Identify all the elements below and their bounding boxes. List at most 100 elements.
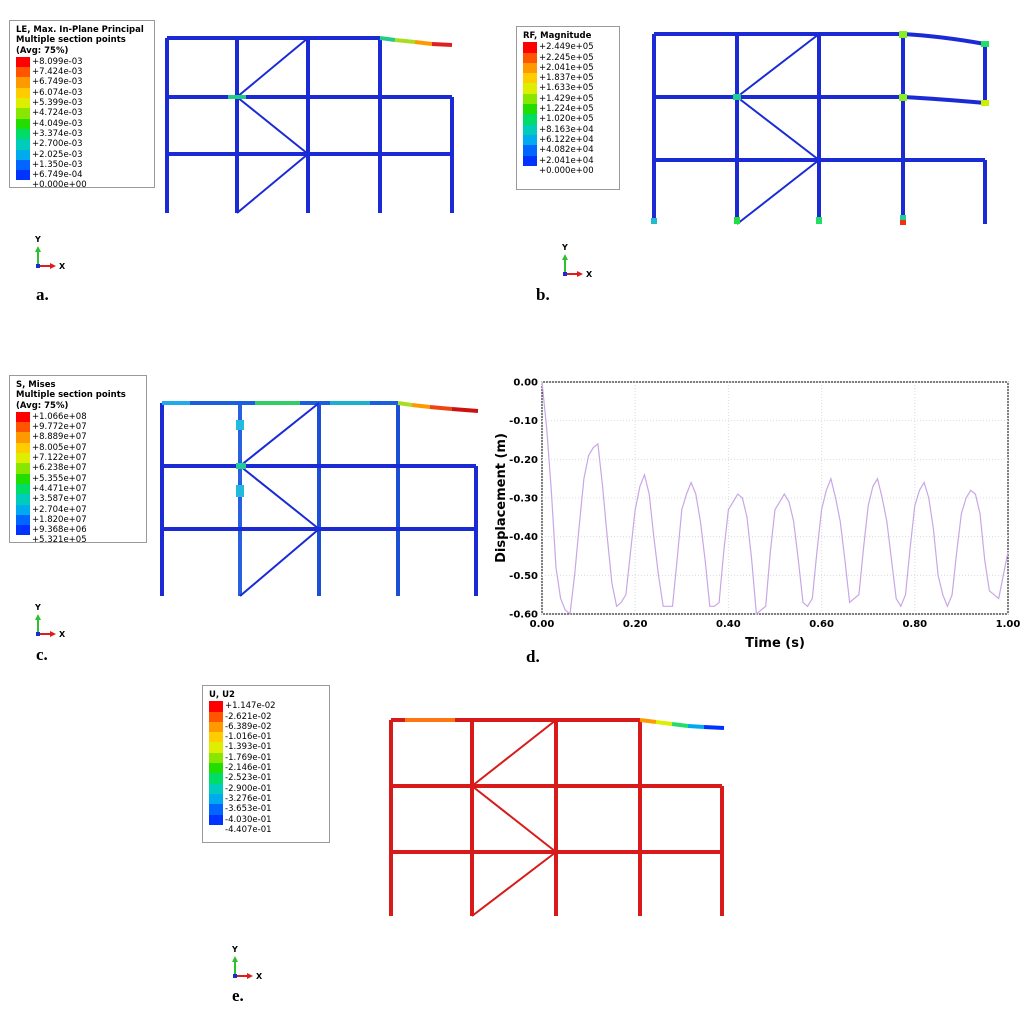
legend-row: +2.449e+05 <box>523 42 613 53</box>
legend-row: +2.700e-03 <box>16 139 148 150</box>
brace <box>236 96 309 155</box>
legend-value: -4.030e-01 <box>225 814 272 825</box>
legend-row: +1.820e+07 <box>16 514 140 526</box>
legend-title-line: LE, Max. In-Plane Principal <box>16 25 144 35</box>
cantilever <box>639 718 725 730</box>
legend-value: +5.399e-03 <box>32 98 83 109</box>
legend-row: +7.424e-03 <box>16 67 148 78</box>
triad-y-label: Y <box>34 603 41 612</box>
legend-row: +1.066e+08 <box>16 411 140 423</box>
legend-swatch <box>209 773 223 784</box>
legend-value: -2.146e-01 <box>225 763 272 774</box>
hot-spot <box>816 217 822 224</box>
braces <box>736 33 820 225</box>
triad-x-label: X <box>256 972 263 981</box>
legend-value: +4.724e-03 <box>32 108 83 119</box>
legend-value: -1.016e-01 <box>225 732 272 743</box>
legend-row: -1.393e-01 <box>209 742 323 753</box>
hot-spot <box>651 218 657 224</box>
legend-value: +2.245e+05 <box>539 52 594 63</box>
legend-swatch <box>209 793 223 805</box>
legend-title-line: (Avg: 75%) <box>16 45 69 56</box>
displacement-chart: 0.00 0.20 0.40 0.60 0.80 1.00 0.00 -0.10 -0.20 -0… <box>494 378 1020 652</box>
legend-value: -1.769e-01 <box>225 752 272 763</box>
legend-row: +3.374e-03 <box>16 128 148 140</box>
hot-spot <box>981 41 989 47</box>
legend-value: +6.749e-04 <box>32 170 83 181</box>
legend-value: +5.355e+07 <box>32 473 87 484</box>
legend-swatch <box>16 87 30 99</box>
legend-row: +6.122e+04 <box>523 134 613 146</box>
legend-value: +2.704e+07 <box>32 504 87 515</box>
legend-title-line: Multiple section points <box>16 35 126 46</box>
panel-label-e: e. <box>232 986 244 1005</box>
x-tick-label: 0.40 <box>716 619 741 630</box>
beam <box>902 95 986 105</box>
brace <box>239 402 320 467</box>
panel-e: U, U2 +1.147e-02 -2.621e-02 -6.389e-02 -1.0… <box>0 680 1024 1013</box>
legend-value: -3.653e-01 <box>225 804 272 815</box>
brace <box>239 528 320 597</box>
brace <box>736 96 820 161</box>
cantilever-seg <box>411 403 431 409</box>
legend-value: +4.082e+04 <box>539 145 594 156</box>
legend-swatch <box>209 783 223 794</box>
legend-row: +1.429e+05 <box>523 93 613 105</box>
legend-row: +4.471e+07 <box>16 483 140 495</box>
legend-swatch <box>16 139 30 150</box>
legend-row: +4.724e-03 <box>16 108 148 119</box>
legend-rows: +8.099e-03 +7.424e-03 +6.749e-03 +6.074e-03… <box>16 56 148 191</box>
legend-row: +6.074e-03 <box>16 87 148 99</box>
triad-y-label: Y <box>561 243 568 252</box>
legend-value: +1.224e+05 <box>539 104 594 115</box>
legend-row: +2.041e+05 <box>523 62 613 74</box>
legend-swatch <box>16 159 30 171</box>
legend-swatch <box>16 67 30 78</box>
legend-swatch <box>16 494 30 505</box>
legend-value: -1.393e-01 <box>225 742 272 753</box>
legend-value: -2.900e-01 <box>225 783 272 794</box>
legend-value: +1.837e+05 <box>539 73 594 84</box>
legend-value: +5.321e+05 <box>32 535 87 546</box>
hot-spot <box>900 220 906 225</box>
coordinate-triad-c: Y X <box>34 603 66 639</box>
legend-row: +8.005e+07 <box>16 442 140 454</box>
legend-value: +6.074e-03 <box>32 87 83 98</box>
series <box>541 381 1009 616</box>
legend-value: +8.099e-03 <box>32 56 83 67</box>
legend-row: +4.082e+04 <box>523 145 613 156</box>
legend-swatch <box>16 473 30 484</box>
legend-b: RF, Magnitude +2.449e+05 +2.245e+05 +2.041… <box>516 26 620 190</box>
coordinate-triad-e: Y X <box>231 945 263 981</box>
hot-spot <box>900 215 906 220</box>
legend-value: -2.621e-02 <box>225 711 272 722</box>
legend-row: +6.749e-03 <box>16 77 148 88</box>
legend-swatch <box>209 763 223 774</box>
legend-value: +1.066e+08 <box>32 411 87 422</box>
legend-row: +5.355e+07 <box>16 473 140 484</box>
legend-row: +0.000e+00 <box>16 180 148 190</box>
braces <box>239 402 320 597</box>
legend-swatch <box>16 422 30 433</box>
legend-row: -2.523e-01 <box>209 773 323 784</box>
y-axis-label: Displacement (m) <box>494 433 509 563</box>
legend-row: -2.146e-01 <box>209 763 323 774</box>
legend-row: +6.749e-04 <box>16 170 148 181</box>
legend-swatch <box>16 442 30 454</box>
frame-c <box>160 401 479 597</box>
legend-row: +9.772e+07 <box>16 422 140 433</box>
legend-value: +7.122e+07 <box>32 453 87 464</box>
legend-swatch <box>16 149 30 160</box>
legend-row: +4.049e-03 <box>16 118 148 129</box>
brace <box>471 851 557 917</box>
frame-members <box>165 36 454 213</box>
legend-value: +8.005e+07 <box>32 442 87 453</box>
legend-swatch <box>209 721 223 733</box>
brace <box>471 719 557 787</box>
hot-spot <box>236 420 244 430</box>
legend-swatch <box>523 134 537 146</box>
legend-swatch <box>16 453 30 464</box>
legend-swatch <box>523 83 537 94</box>
legend-swatch <box>16 432 30 443</box>
legend-value: +4.049e-03 <box>32 118 83 129</box>
